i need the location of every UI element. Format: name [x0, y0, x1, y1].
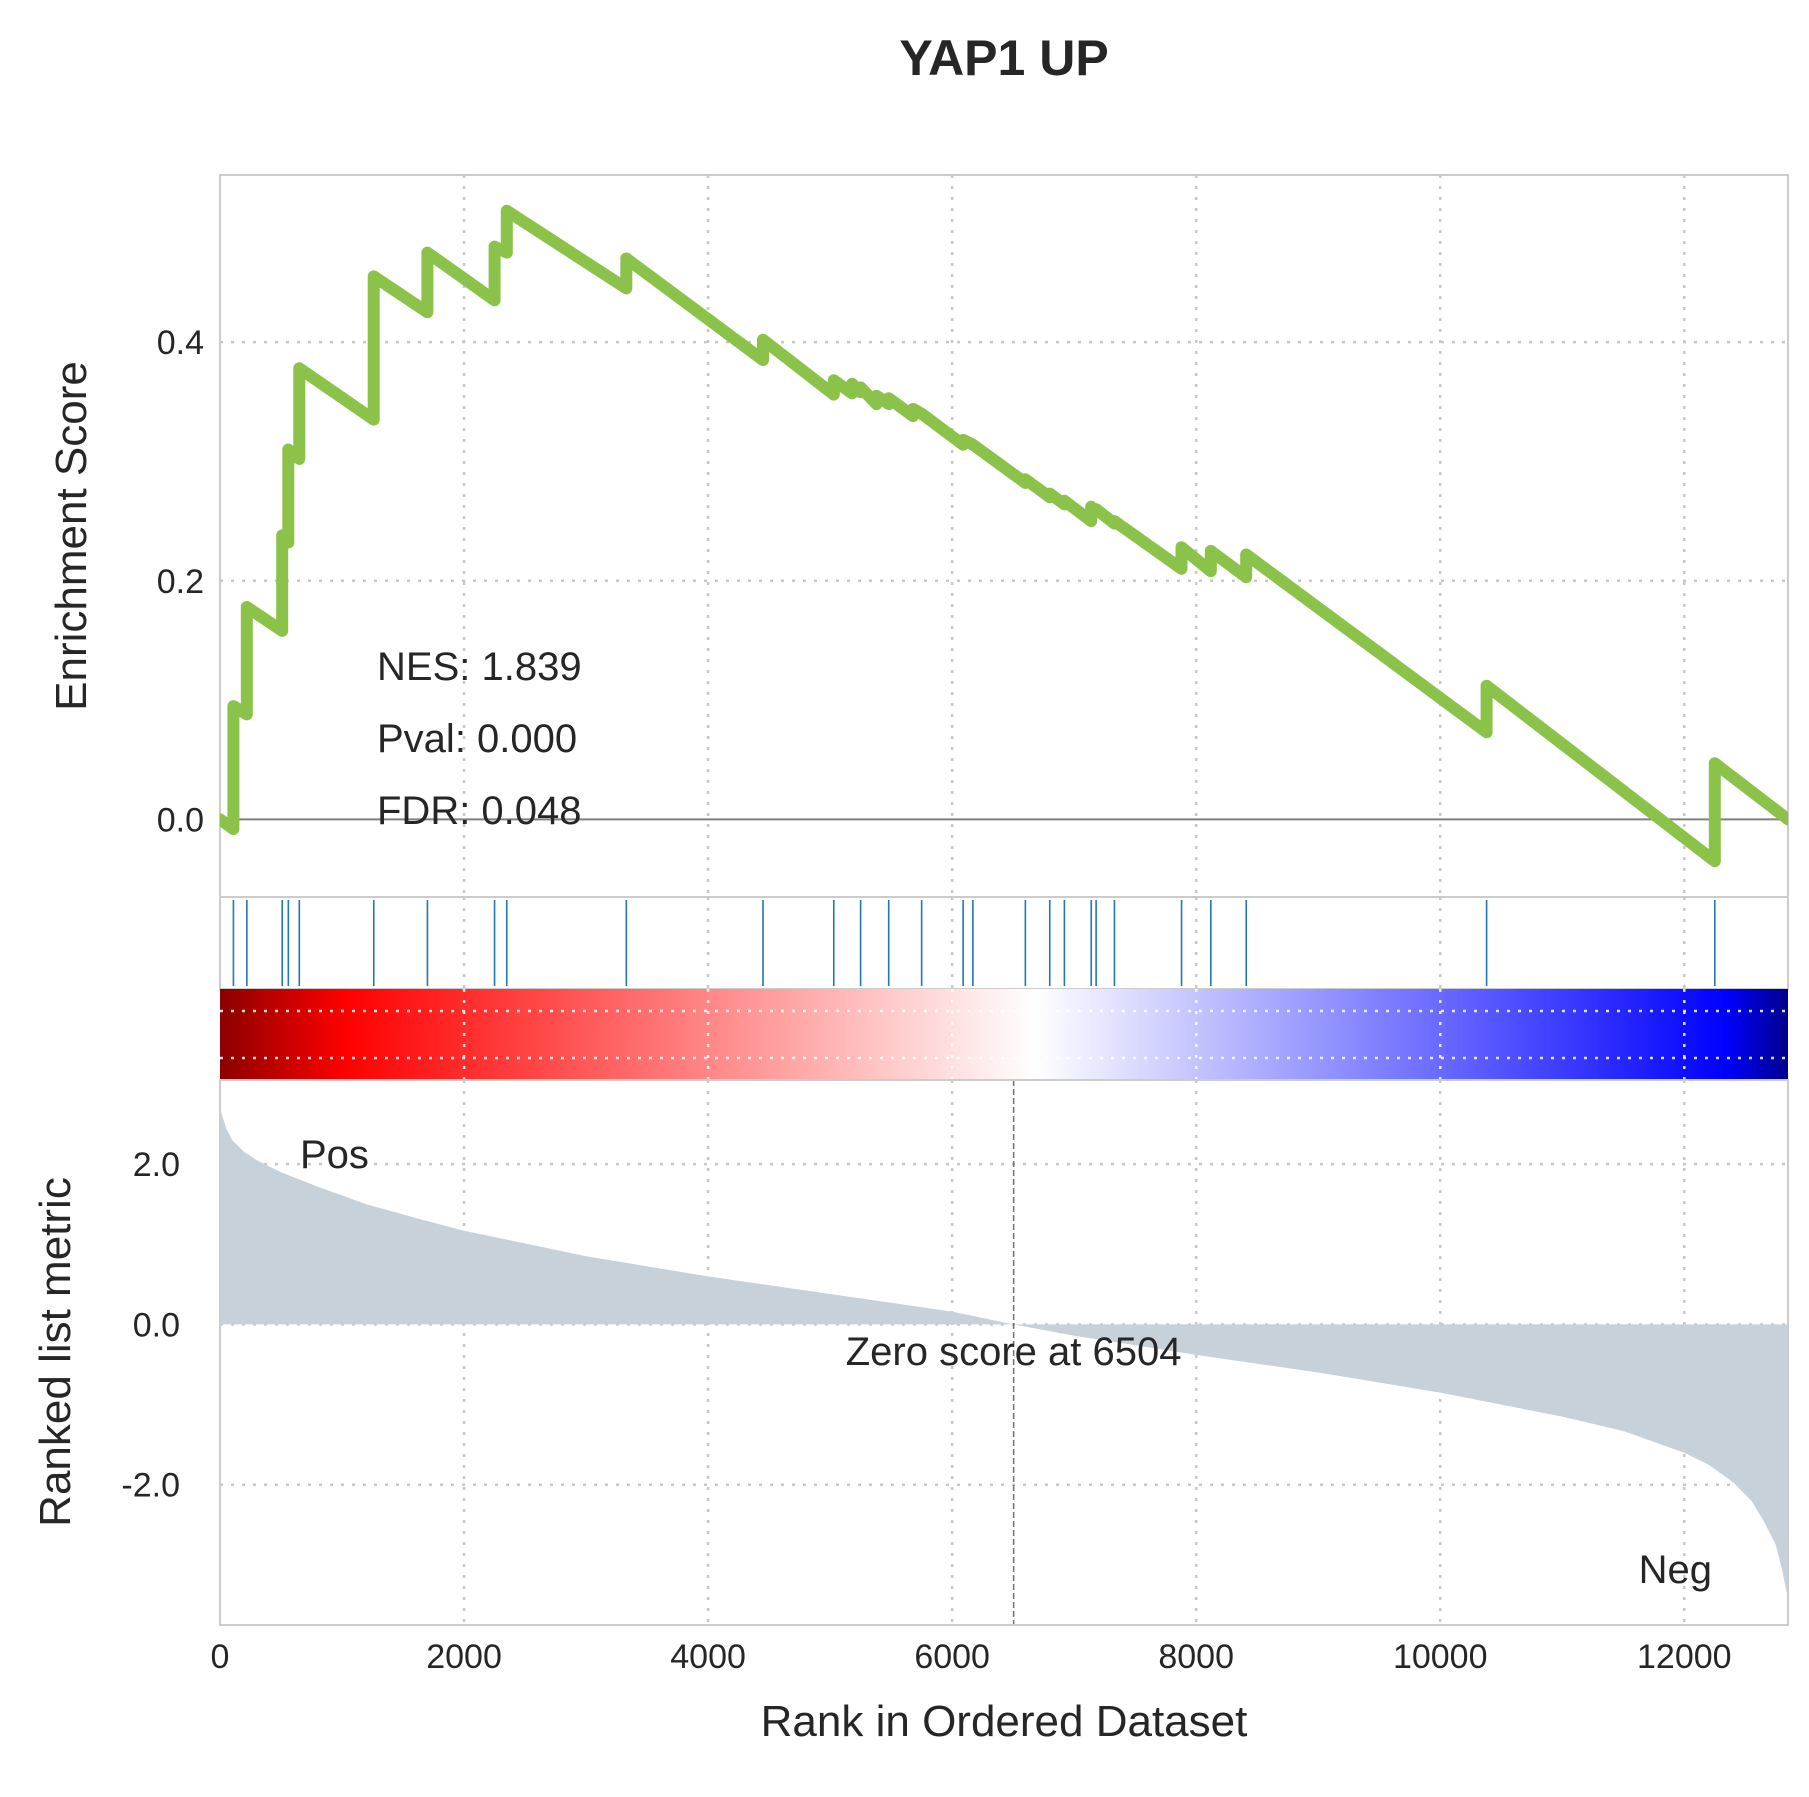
- x-tick-label: 8000: [1158, 1638, 1234, 1676]
- pos-label: Pos: [300, 1133, 369, 1177]
- nes-annotation: NES: 1.839: [377, 645, 582, 689]
- rank-y-ticks: -2.0 0.0 2.0: [121, 1146, 180, 1505]
- x-tick-label: 2000: [426, 1638, 502, 1676]
- es-y-tick-label: 0.4: [157, 324, 204, 362]
- hits-panel-frame: [219, 896, 1789, 990]
- rank-y-tick-label: 2.0: [133, 1146, 180, 1184]
- colorbar-gridlines: [220, 989, 1788, 1080]
- ranked-list-panel: Zero score at 6504 Pos Neg -2.0 0.0 2.0 Ra…: [31, 1079, 1789, 1626]
- chart-title: YAP1 UP: [899, 30, 1108, 86]
- rank-gridlines: [220, 1080, 1788, 1625]
- hit-lines: [232, 900, 1716, 986]
- x-axis-label: Rank in Ordered Dataset: [761, 1697, 1248, 1746]
- rank-y-tick-label: -2.0: [121, 1467, 180, 1505]
- es-y-tick-label: 0.2: [157, 563, 204, 601]
- rank-colorbar: [220, 989, 1788, 1080]
- enrichment-score-line: [220, 204, 1788, 868]
- colorbar-gradient: [220, 989, 1788, 1080]
- es-gridlines: [220, 175, 1788, 897]
- ranked-metric-area: [220, 1108, 1788, 1599]
- rank-panel-frame: [219, 1079, 1789, 1626]
- fdr-annotation: FDR: 0.048: [377, 789, 582, 833]
- x-tick-label: 12000: [1637, 1638, 1732, 1676]
- zero-score-label: Zero score at 6504: [846, 1330, 1182, 1374]
- rank-y-axis-label: Ranked list metric: [31, 1177, 80, 1527]
- es-y-axis-label: Enrichment Score: [47, 361, 96, 711]
- x-tick-label: 6000: [914, 1638, 990, 1676]
- hits-panel: [219, 896, 1789, 990]
- x-tick-label: 10000: [1393, 1638, 1488, 1676]
- x-axis-ticks: 0 2000 4000 6000 8000 10000 12000: [211, 1638, 1732, 1676]
- hits-gridlines: [462, 897, 1686, 989]
- neg-label: Neg: [1639, 1548, 1712, 1592]
- x-tick-label: 0: [211, 1638, 230, 1676]
- rank-y-tick-label: 0.0: [133, 1306, 180, 1344]
- es-y-ticks: 0.0 0.2 0.4: [157, 324, 204, 839]
- es-y-tick-label: 0.0: [157, 801, 204, 839]
- x-tick-label: 4000: [670, 1638, 746, 1676]
- enrichment-score-panel: 0.0 0.2 0.4 NES: 1.839 Pval: 0.000 FDR: 0.…: [47, 174, 1789, 898]
- pval-annotation: Pval: 0.000: [377, 717, 577, 761]
